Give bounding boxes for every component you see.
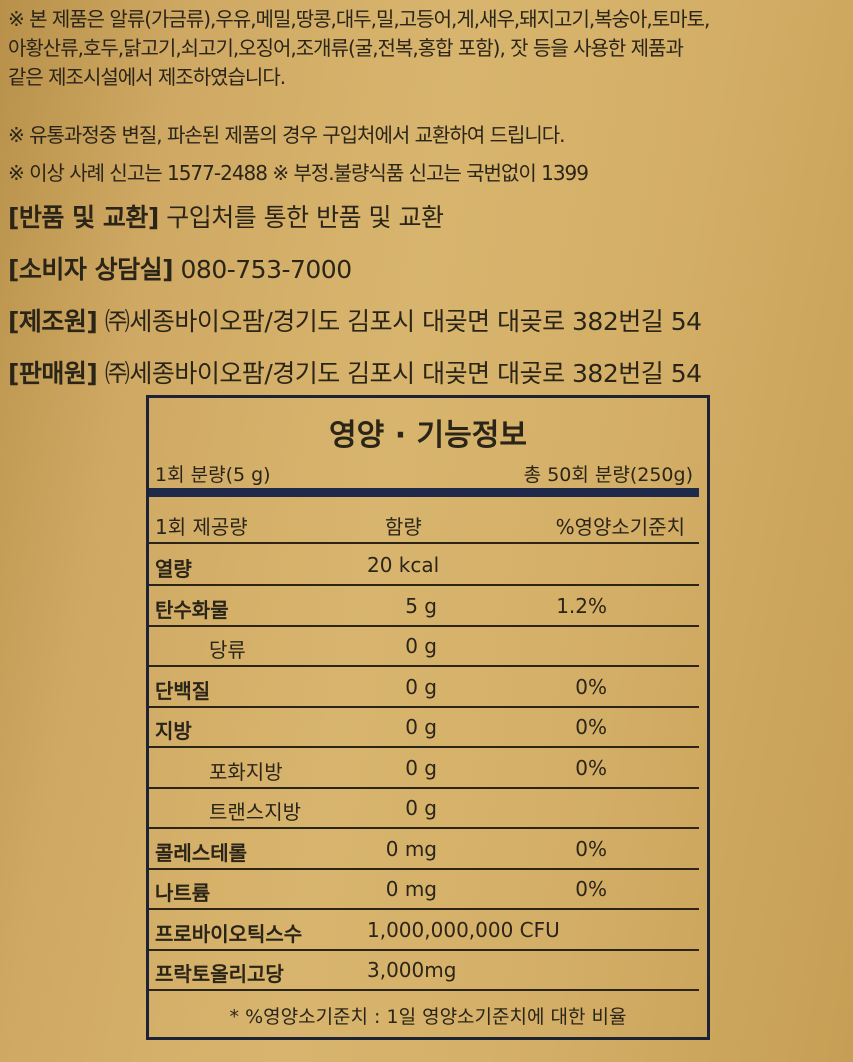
nutrient-pct: 0% [575, 674, 607, 699]
return-info: [반품 및 교환] 구입처를 통한 반품 및 교환 [8, 198, 444, 234]
allergen-notice-line-3: 같은 제조시설에서 제조하였습니다. [8, 65, 286, 89]
nutrient-amount: 3,000mg [367, 958, 457, 982]
manufacturer-value: ㈜세종바이오팜/경기도 김포시 대곶면 대곶로 382번길 54 [104, 307, 702, 336]
nutrient-amount: 1,000,000,000 CFU [367, 917, 560, 942]
nutrient-amount: 0 g [405, 674, 437, 699]
nutrient-amount: 0 g [405, 755, 437, 780]
serving-size: 1회 분량(5 g) [155, 464, 271, 486]
nutrition-row: 열량 20 kcal [149, 544, 699, 586]
manufacturer-info: [제조원] ㈜세종바이오팜/경기도 김포시 대곶면 대곶로 382번길 54 [8, 302, 702, 338]
manufacturer-label: [제조원] [8, 307, 98, 336]
nutrient-amount: 0 g [405, 634, 437, 658]
header-amount: 함량 [385, 515, 422, 539]
consumer-center-value: 080-753-7000 [180, 255, 353, 284]
nutrient-name: 트랜스지방 [209, 800, 301, 824]
nutrient-name: 열량 [155, 557, 192, 581]
nutrition-row: 프로바이오틱스수 1,000,000,000 CFU [149, 909, 699, 951]
nutrient-amount: 20 kcal [367, 553, 440, 577]
nutrient-name: 당류 [209, 638, 246, 662]
footnote: * %영양소기준치 : 1일 영양소기준치에 대한 비율 [229, 1006, 627, 1028]
nutrition-row: 나트륨 0 mg 0% [149, 868, 699, 910]
nutrient-pct: 0% [575, 715, 607, 739]
seller-label: [판매원] [8, 359, 98, 388]
return-value: 구입처를 통한 반품 및 교환 [166, 203, 444, 232]
nutrition-row: 지방 0 g 0% [149, 706, 699, 748]
nutrient-amount: 0 mg [385, 877, 437, 901]
header-pct: %영양소기준치 [555, 515, 685, 539]
nutrient-amount: 0 g [405, 715, 437, 739]
header-divider [149, 488, 699, 497]
column-headers: 1회 제공량 함량 %영양소기준치 [149, 502, 699, 544]
nutrition-row: 탄수화물 5 g 1.2% [149, 585, 699, 627]
return-label: [반품 및 교환] [8, 203, 159, 232]
nutrition-title: 영양 · 기능정보 [329, 418, 527, 453]
nutrient-name: 지방 [155, 719, 192, 743]
nutrition-row: 콜레스테롤 0 mg 0% [149, 828, 699, 870]
nutrient-name: 프락토올리고당 [155, 962, 284, 986]
nutrient-amount: 0 mg [385, 836, 437, 861]
nutrient-name: 단백질 [155, 678, 211, 703]
nutrition-row: 단백질 0 g 0% [149, 666, 699, 708]
nutrient-name: 포화지방 [209, 759, 283, 784]
nutrient-pct: 0% [575, 755, 607, 780]
total-servings: 총 50회 분량(250g) [523, 464, 693, 486]
nutrient-pct: 0% [575, 836, 607, 861]
nutrient-name: 탄수화물 [155, 597, 229, 622]
nutrient-name: 나트륨 [155, 881, 211, 905]
header-serving: 1회 제공량 [155, 515, 248, 539]
nutrient-amount: 5 g [405, 593, 437, 618]
nutrition-row: 프락토올리고당 3,000mg [149, 949, 699, 991]
nutrient-amount: 0 g [405, 796, 437, 820]
nutrient-name: 프로바이오틱스수 [155, 921, 303, 946]
nutrition-row: 트랜스지방 0 g [149, 787, 699, 829]
nutrition-row: 포화지방 0 g 0% [149, 747, 699, 789]
nutrition-table: 영양 · 기능정보 1회 분량(5 g) 총 50회 분량(250g) 1회 제… [146, 395, 710, 1040]
consumer-center-info: [소비자 상담실] 080-753-7000 [8, 250, 352, 286]
nutrient-pct: 0% [575, 877, 607, 901]
allergen-notice-line-2: 아황산류,호두,닭고기,쇠고기,오징어,조개류(굴,전복,홍합 포함), 잣 등… [8, 36, 684, 60]
nutrient-pct: 1.2% [556, 593, 607, 618]
exchange-notice: ※ 유통과정중 변질, 파손된 제품의 경우 구입처에서 교환하여 드립니다. [8, 123, 566, 147]
nutrient-name: 콜레스테롤 [155, 840, 247, 865]
seller-value: ㈜세종바이오팜/경기도 김포시 대곶면 대곶로 382번길 54 [104, 359, 702, 388]
nutrition-row: 당류 0 g [149, 625, 699, 667]
report-notice: ※ 이상 사례 신고는 1577-2488 ※ 부정.불량식품 신고는 국번없이… [8, 161, 589, 185]
consumer-center-label: [소비자 상담실] [8, 255, 174, 284]
allergen-notice-line-1: ※ 본 제품은 알류(가금류),우유,메밀,땅콩,대두,밀,고등어,게,새우,돼… [8, 7, 710, 31]
seller-info: [판매원] ㈜세종바이오팜/경기도 김포시 대곶면 대곶로 382번길 54 [8, 354, 702, 390]
